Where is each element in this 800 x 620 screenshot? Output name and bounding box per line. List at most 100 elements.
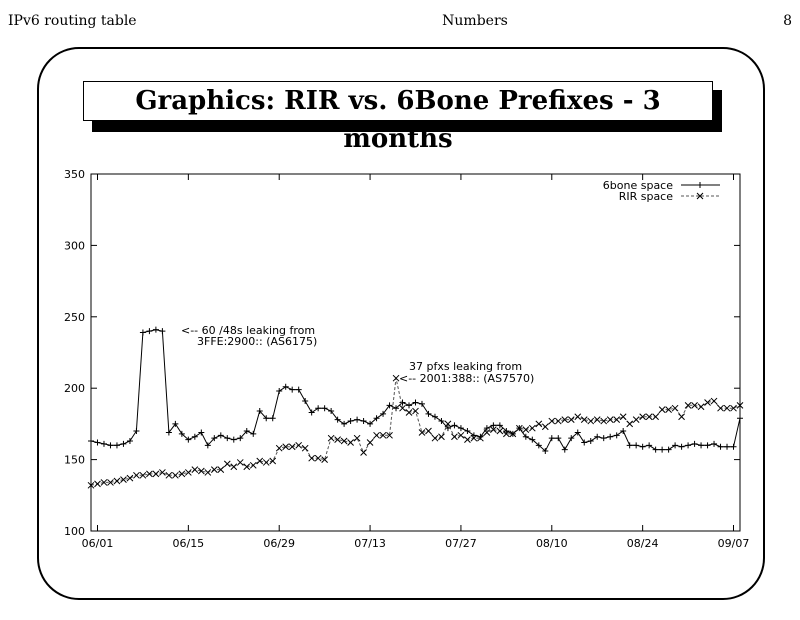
6bone-space-point: [198, 429, 205, 436]
rir-space-point: [457, 431, 465, 439]
rir-space-point: [483, 429, 491, 436]
rir-space-point: [146, 470, 153, 478]
rir-space-point: [593, 416, 601, 423]
6bone-space-point: [639, 443, 646, 450]
6bone-space-point: [94, 439, 101, 446]
6bone-space-point: [633, 442, 640, 449]
x-tick-label: 06/29: [263, 537, 295, 550]
rir-space-point: [444, 420, 452, 428]
rir-space-point: [87, 481, 95, 489]
x-tick-label: 06/15: [172, 537, 204, 550]
legend-marker-rir-space: [696, 192, 704, 200]
rir-space-point: [94, 480, 101, 488]
rir-space-point: [665, 406, 672, 413]
rir-space-point: [431, 434, 439, 442]
6bone-space-point: [263, 415, 270, 422]
rir-space-line: [90, 378, 741, 486]
6bone-space-point: [652, 446, 659, 453]
6bone-space-point: [172, 420, 179, 427]
6bone-space-point: [211, 435, 218, 442]
rir-space-point: [256, 457, 264, 465]
6bone-space-point: [730, 443, 737, 450]
rir-space-point: [600, 417, 608, 425]
6bone-space-point: [159, 328, 166, 335]
6bone-space-point: [568, 435, 575, 442]
6bone-space-point: [691, 440, 698, 447]
6bone-space-point: [711, 440, 718, 447]
6bone-space-point: [613, 432, 620, 439]
rir-space-point: [172, 471, 179, 479]
rir-space-point: [197, 467, 205, 475]
rir-space-point: [230, 463, 238, 471]
6bone-space-point: [113, 442, 120, 449]
6bone-space-point: [191, 433, 198, 440]
6bone-space-point: [107, 442, 114, 449]
rir-space-point: [120, 476, 127, 483]
rir-space-point: [496, 427, 504, 435]
rir-space-point: [236, 459, 244, 466]
6bone-space-point: [451, 422, 458, 429]
rir-space-point: [691, 401, 698, 409]
rir-space-point: [626, 420, 634, 428]
6bone-space-point: [672, 442, 679, 449]
slide-title: Graphics: RIR vs. 6Bone Prefixes - 3 mon…: [83, 81, 713, 154]
6bone-space-point: [626, 442, 633, 449]
y-tick-label: 150: [64, 454, 85, 467]
rir-space-point: [353, 434, 361, 442]
rir-space-point: [736, 401, 744, 409]
rir-space-point: [133, 471, 140, 479]
legend-label: RIR space: [619, 190, 674, 203]
6bone-space-point: [334, 416, 341, 423]
6bone-space-point: [100, 440, 107, 447]
rir-space-point: [282, 443, 290, 451]
6bone-space-point: [133, 428, 140, 435]
6bone-space-point: [308, 409, 315, 416]
rir-space-point: [178, 470, 186, 478]
6bone-space-point: [503, 428, 510, 435]
rir-space-point: [126, 474, 134, 482]
6bone-space-line: [90, 329, 741, 452]
6bone-space-point: [204, 442, 211, 449]
6bone-space-point: [574, 429, 581, 436]
6bone-space-point: [490, 422, 497, 429]
6bone-space-point: [139, 329, 146, 336]
rir-space-point: [139, 471, 147, 479]
header-center: Numbers: [442, 13, 508, 29]
rir-space-point: [191, 466, 199, 473]
header-left: IPv6 routing table: [8, 13, 137, 29]
6bone-space-point: [302, 398, 309, 405]
rir-space-point: [652, 413, 659, 421]
rir-space-point: [574, 413, 582, 421]
rir-space-point: [710, 397, 718, 405]
annotation-rir-leak-line2: <-- 2001:388:: (AS7570): [399, 372, 534, 385]
page-number: 8: [783, 13, 792, 29]
6bone-space-point: [315, 405, 322, 412]
6bone-space-point: [418, 400, 425, 407]
y-tick-label: 200: [64, 382, 85, 395]
6bone-space-point: [620, 428, 627, 435]
rir-space-point: [470, 434, 478, 442]
rir-space-point: [386, 431, 393, 439]
rir-space-point: [678, 413, 685, 421]
6bone-space-point: [548, 435, 555, 442]
rir-space-point: [223, 460, 231, 468]
rir-space-point: [541, 423, 549, 431]
6bone-space-point: [464, 428, 471, 435]
rir-space-point: [730, 404, 737, 412]
rir-space-point: [671, 404, 679, 412]
x-tick-label: 07/13: [354, 537, 386, 550]
6bone-space-point: [347, 418, 354, 425]
6bone-space-point: [393, 405, 400, 412]
rir-space-point: [243, 463, 251, 471]
6bone-space-point: [120, 440, 127, 447]
rir-space-point: [210, 466, 218, 473]
rir-space-point: [477, 434, 484, 442]
rir-space-point: [451, 433, 458, 441]
slide-frame: [37, 47, 765, 600]
6bone-space-point: [646, 442, 653, 449]
6bone-space-point: [224, 435, 231, 442]
6bone-space-point: [256, 408, 263, 415]
rir-space-point: [275, 444, 283, 452]
rir-space-point: [418, 429, 426, 436]
6bone-space-point: [412, 399, 419, 406]
